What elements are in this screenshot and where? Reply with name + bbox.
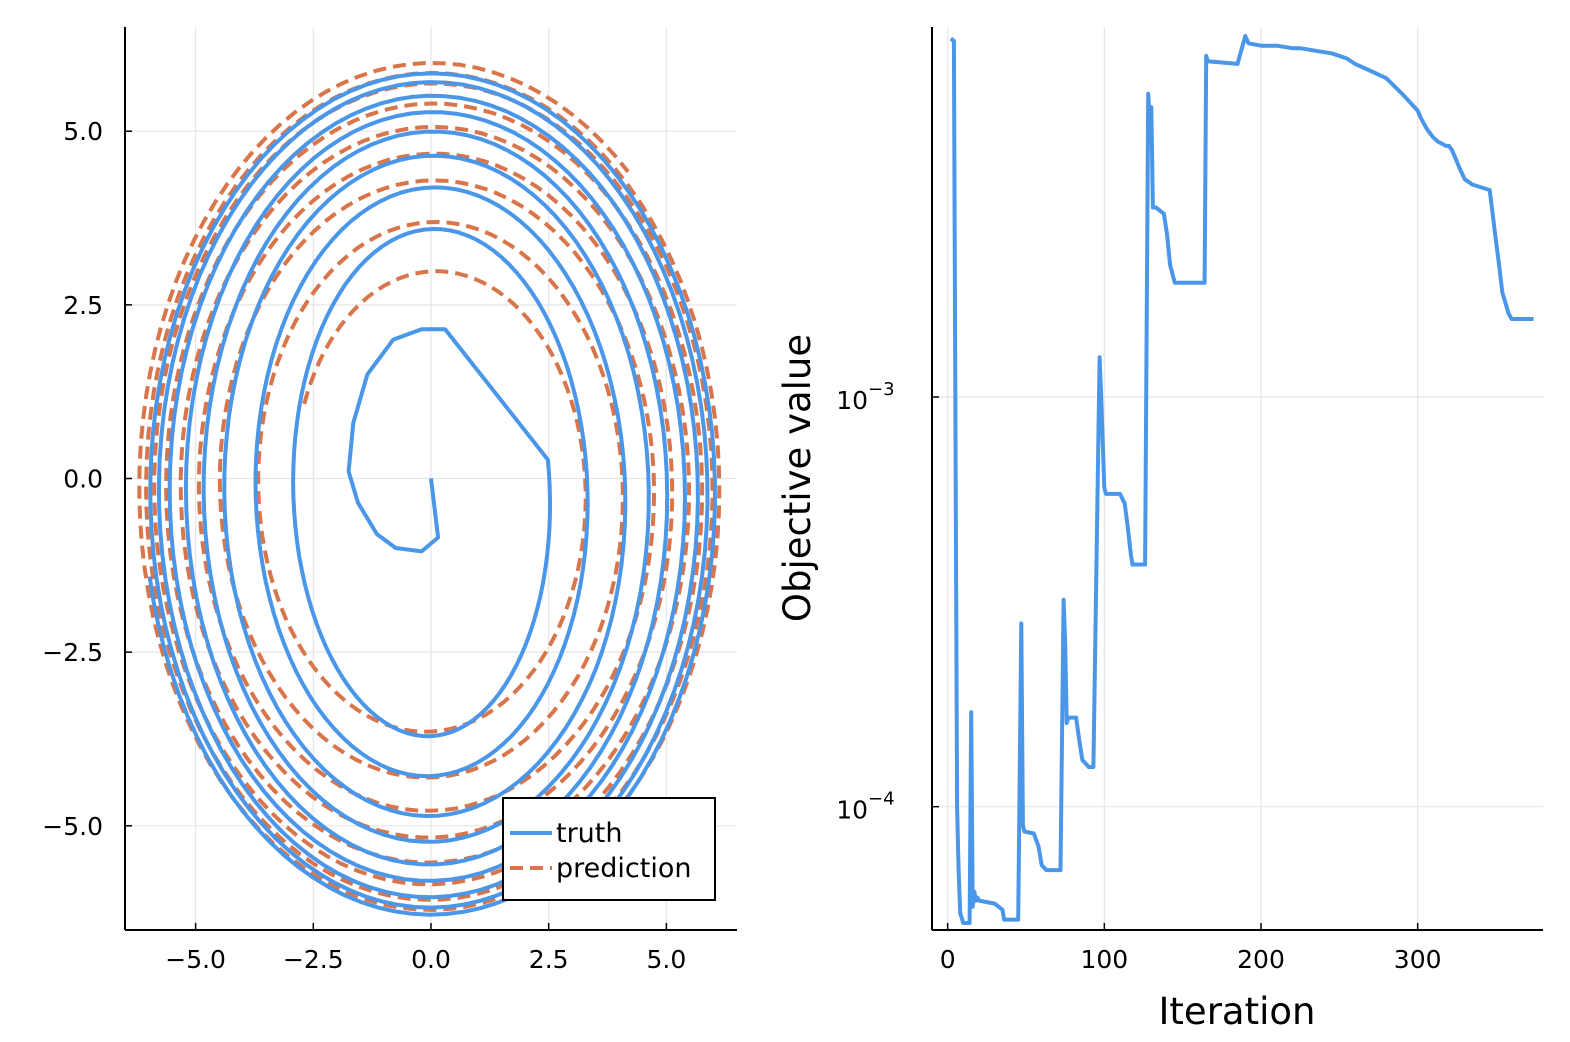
right-y-tick-label: 10 <box>836 796 868 825</box>
y-axis-label: Objective value <box>776 334 819 622</box>
right-y-tick-label: 10 <box>836 386 868 415</box>
left-x-tick-label: 0.0 <box>411 945 451 974</box>
right-grid <box>932 27 1543 930</box>
legend-truth-label: truth <box>556 818 623 849</box>
left-y-tick-label: 2.5 <box>63 291 103 320</box>
right-x-tick-label: 0 <box>940 945 956 974</box>
legend-box <box>502 797 716 901</box>
legend: truth prediction <box>502 797 716 901</box>
left-y-tick-label: −2.5 <box>42 638 103 667</box>
objective-line <box>949 34 1534 925</box>
left-plot: −5.0 −2.5 0.0 2.5 5.0 −5.0 −2.5 0.0 2.5 5.0 trut… <box>42 27 737 974</box>
left-x-tick-label: 5.0 <box>647 945 687 974</box>
right-y-tick-exponent: −3 <box>868 379 895 400</box>
left-y-ticks: −5.0 −2.5 0.0 2.5 5.0 <box>42 117 132 841</box>
right-x-tick-label: 300 <box>1394 945 1442 974</box>
left-x-tick-label: −5.0 <box>165 945 226 974</box>
left-x-tick-label: −2.5 <box>283 945 344 974</box>
right-x-ticks: 0 100 200 300 <box>940 923 1442 974</box>
right-x-tick-label: 200 <box>1237 945 1285 974</box>
left-x-ticks: −5.0 −2.5 0.0 2.5 5.0 <box>165 923 686 974</box>
right-y-ticks: 10−410−3 <box>836 379 939 825</box>
right-plot: 0 100 200 300 10−410−3 Iteration Objective … <box>776 27 1543 1033</box>
left-y-tick-label: 0.0 <box>63 465 103 494</box>
left-y-tick-label: 5.0 <box>63 117 103 146</box>
x-axis-label: Iteration <box>1159 990 1316 1033</box>
right-y-tick-exponent: −4 <box>868 789 895 810</box>
left-y-tick-label: −5.0 <box>42 812 103 841</box>
prediction-line <box>137 61 722 912</box>
right-x-tick-label: 100 <box>1080 945 1128 974</box>
legend-prediction-label: prediction <box>556 853 691 884</box>
left-x-tick-label: 2.5 <box>529 945 569 974</box>
